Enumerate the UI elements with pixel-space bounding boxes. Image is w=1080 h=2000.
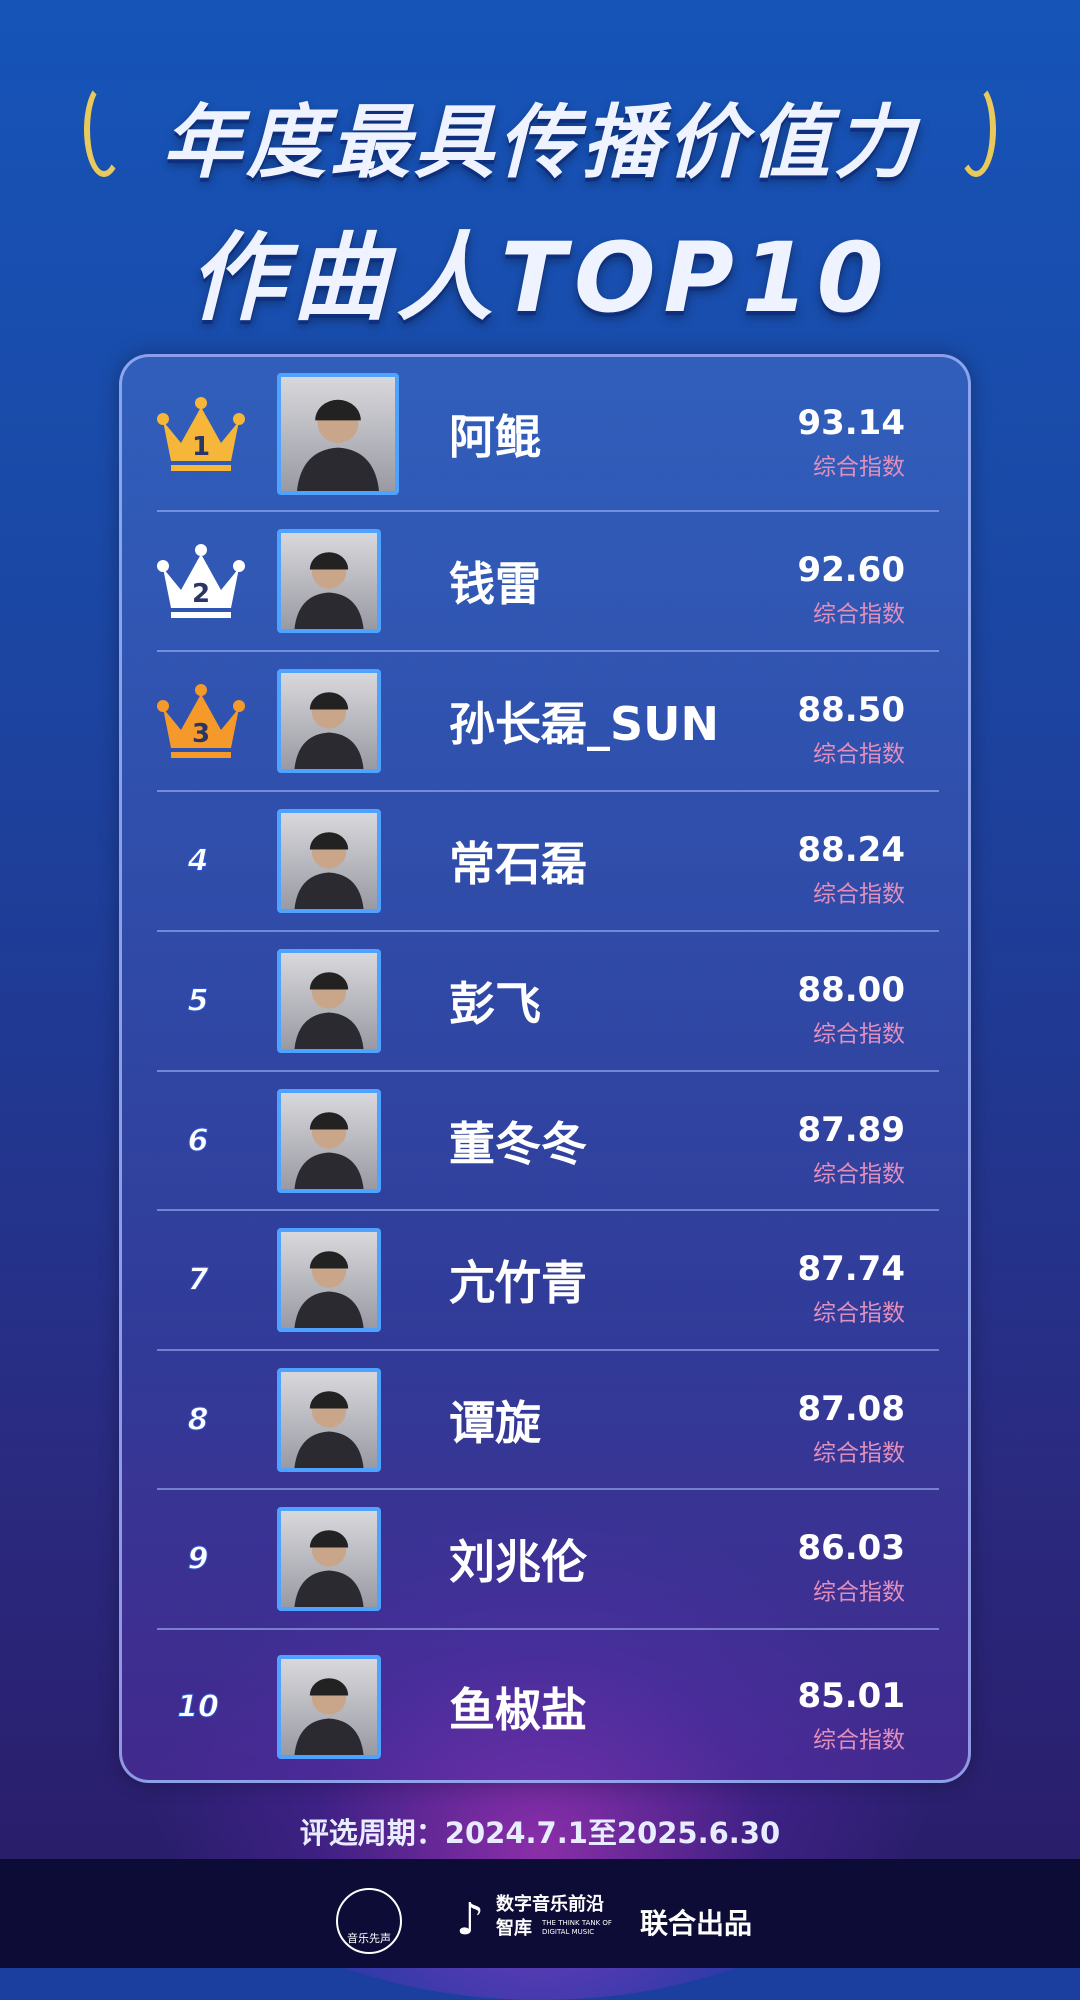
ranking-row: 10 鱼椒盐 85.01 综合指数 [157,1630,939,1783]
rank-number: 8 [187,1402,209,1438]
composer-name: 谭旋 [449,1395,541,1450]
score-label: 综合指数 [813,881,905,908]
score-label: 综合指数 [813,741,905,768]
composer-name: 阿鲲 [449,409,541,464]
composite-score: 88.00 [797,969,905,1010]
ranking-row: 6 董冬冬 87.89 综合指数 [157,1072,939,1211]
composer-name: 刘兆伦 [449,1535,587,1589]
treble-clef-icon: ♪ [455,1894,485,1945]
person-photo-icon [294,1390,364,1468]
rank-number: 7 [187,1262,209,1298]
composer-name: 常石磊 [449,837,587,891]
crown-rank: 2 [192,579,210,609]
logo2-text: 数字音乐前沿智库 [496,1894,604,1939]
person-photo-icon [294,1530,364,1607]
footer-bar [0,1859,1080,1968]
rank-number: 10 [177,1689,220,1725]
score-label: 综合指数 [813,601,905,628]
score-label: 综合指数 [813,1161,905,1188]
composite-score: 85.01 [797,1675,905,1716]
composite-score: 88.50 [797,689,905,730]
rank-number: 6 [187,1123,209,1159]
score-label: 综合指数 [813,454,905,481]
composite-score: 87.74 [797,1248,905,1289]
avatar [277,1507,381,1611]
score-label: 综合指数 [813,1300,905,1327]
composer-name: 鱼椒盐 [449,1682,587,1737]
avatar [277,1654,381,1759]
ranking-row: 9 刘兆伦 86.03 综合指数 [157,1490,939,1630]
selection-period: 评选周期：2024.7.1至2025.6.30 [299,1816,781,1850]
person-photo-icon [296,399,380,491]
bronze-crown-icon: 3 [157,684,245,758]
rank-number: 4 [187,843,209,879]
avatar [277,1367,381,1472]
avatar [277,1228,381,1332]
logo1-text: 音乐先声 [347,1932,391,1945]
composite-score: 93.14 [797,402,905,443]
composer-name: 孙长磊_SUN [449,697,719,751]
composite-score: 87.89 [797,1109,905,1150]
ranking-row: 8 谭旋 87.08 综合指数 [157,1351,939,1490]
person-photo-icon [294,832,364,909]
composer-name: 钱雷 [449,557,541,611]
avatar [277,669,381,773]
person-photo-icon [294,1111,364,1189]
crown-rank: 1 [192,432,210,462]
rank-number: 5 [187,983,209,1019]
avatar [277,1088,381,1193]
ranking-row: 2 钱雷 92.60 综合指数 [157,512,939,652]
gold-crown-icon: 1 [157,396,245,471]
title-line1: 年度最具传播价值力 [162,96,918,189]
laurel-right-icon [956,82,996,177]
rank-number: 9 [187,1541,209,1577]
logo-yinyue-xiansheng: 音乐先声 [336,1888,402,1954]
title-line2: 作曲人TOP10 [188,222,892,334]
composer-name: 彭飞 [449,977,541,1031]
composer-name: 董冬冬 [449,1116,587,1171]
ranking-row: 3 孙长磊_SUN 88.50 综合指数 [157,652,939,792]
composite-score: 92.60 [797,549,905,590]
person-photo-icon [294,1677,364,1755]
composite-score: 87.08 [797,1388,905,1429]
laurel-left-icon [84,82,124,177]
composite-score: 86.03 [797,1527,905,1568]
avatar [277,372,399,495]
person-photo-icon [294,1251,364,1328]
ranking-panel: 1 阿鲲 93.14 综合指数 2 钱雷 92.60 综合指数 3 孙长磊_SU… [119,354,971,1783]
score-label: 综合指数 [813,1021,905,1048]
ranking-row: 4 常石磊 88.24 综合指数 [157,792,939,932]
score-label: 综合指数 [813,1579,905,1606]
person-photo-icon [294,552,364,629]
ranking-row: 1 阿鲲 93.14 综合指数 [157,357,939,512]
avatar [277,949,381,1053]
person-photo-icon [294,972,364,1049]
avatar [277,529,381,633]
composer-name: 亢竹青 [449,1256,587,1310]
joint-production: 联合出品 [640,1907,753,1940]
crown-rank: 3 [192,719,210,749]
person-photo-icon [294,692,364,769]
avatar [277,809,381,913]
composite-score: 88.24 [797,829,905,870]
score-label: 综合指数 [813,1727,905,1754]
ranking-row: 5 彭飞 88.00 综合指数 [157,932,939,1072]
ranking-row: 7 亢竹青 87.74 综合指数 [157,1211,939,1351]
score-label: 综合指数 [813,1440,905,1467]
silver-crown-icon: 2 [157,544,245,618]
logo2-subtext: THE THINK TANK OF DIGITAL MUSIC [542,1919,612,1936]
